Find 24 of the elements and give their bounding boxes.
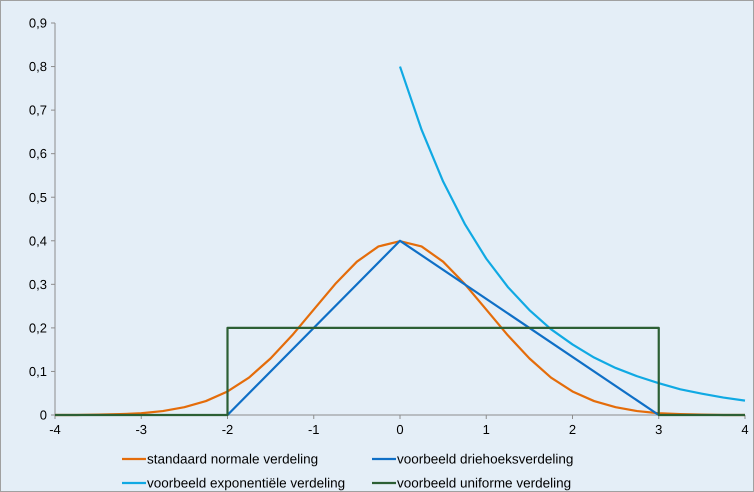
- x-tick-label: 0: [396, 422, 404, 437]
- y-tick-label: 0,3: [28, 276, 47, 292]
- x-tick-label: 1: [482, 422, 490, 437]
- y-tick-label: 0,9: [28, 16, 47, 31]
- y-tick-label: 0,7: [28, 102, 47, 118]
- x-tick-label: -3: [135, 422, 148, 437]
- x-tick-label: 4: [741, 422, 749, 437]
- legend-label: voorbeeld exponentiële verdeling: [147, 476, 346, 491]
- y-tick-label: 0,4: [28, 233, 47, 248]
- legend-label: voorbeeld uniforme verdeling: [397, 476, 572, 491]
- y-tick-label: 0,2: [28, 320, 47, 336]
- y-tick-label: 0,8: [28, 59, 47, 74]
- x-tick-label: -4: [49, 422, 61, 437]
- y-tick-label: 0: [40, 408, 47, 423]
- y-tick-label: 0,5: [28, 190, 47, 205]
- y-tick-label: 0,1: [28, 364, 47, 379]
- y-tick-label: 0,6: [28, 146, 47, 162]
- x-tick-label: 3: [655, 422, 662, 437]
- x-tick-label: -1: [308, 422, 320, 437]
- x-tick-label: 2: [568, 422, 576, 437]
- x-tick-label: -2: [222, 422, 234, 437]
- line-series: [398, 65, 746, 402]
- legend-label: standaard normale verdeling: [147, 452, 318, 467]
- legend-label: voorbeeld driehoeksverdeling: [397, 452, 574, 467]
